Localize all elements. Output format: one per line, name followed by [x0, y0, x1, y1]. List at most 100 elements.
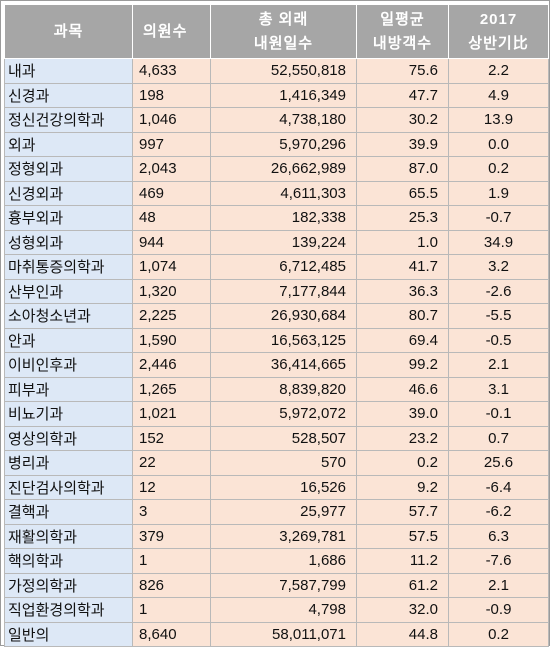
cell-change: -6.2: [448, 499, 549, 525]
cell-total-visits: 5,970,296: [210, 131, 357, 157]
cell-daily-average: 57.7: [356, 499, 449, 525]
cell-subject: 정형외과: [4, 156, 133, 182]
cell-daily-average: 41.7: [356, 254, 449, 280]
table-row: 결핵과 3 25,977 57.7 -6.2: [4, 499, 549, 525]
cell-change: 0.2: [448, 621, 549, 647]
cell-change: 3.1: [448, 376, 549, 402]
cell-clinics: 944: [132, 229, 211, 255]
table-row: 비뇨기과 1,021 5,972,072 39.0 -0.1: [4, 401, 549, 427]
table-row: 재활의학과 379 3,269,781 57.5 6.3: [4, 523, 549, 549]
table-row: 이비인후과 2,446 36,414,665 99.2 2.1: [4, 352, 549, 378]
outpatient-stats-table: 과목 의원수 총 외래 내원일수 일평균 내방객수 2017 상반기比 내과 4,…: [4, 4, 549, 647]
table-row: 신경외과 469 4,611,303 65.5 1.9: [4, 180, 549, 206]
cell-subject: 산부인과: [4, 278, 133, 304]
cell-clinics: 3: [132, 499, 211, 525]
cell-total-visits: 3,269,781: [210, 523, 357, 549]
cell-clinics: 48: [132, 205, 211, 231]
cell-subject: 외과: [4, 131, 133, 157]
cell-clinics: 152: [132, 425, 211, 451]
cell-subject: 피부과: [4, 376, 133, 402]
header-row: 과목 의원수 총 외래 내원일수 일평균 내방객수 2017 상반기比: [4, 4, 549, 59]
cell-change: -2.6: [448, 278, 549, 304]
cell-change: 4.9: [448, 82, 549, 108]
cell-change: 34.9: [448, 229, 549, 255]
table-row: 안과 1,590 16,563,125 69.4 -0.5: [4, 327, 549, 353]
table-row: 직업환경의학과 1 4,798 32.0 -0.9: [4, 597, 549, 623]
cell-change: 0.2: [448, 156, 549, 182]
cell-clinics: 469: [132, 180, 211, 206]
cell-subject: 소아청소년과: [4, 303, 133, 329]
cell-clinics: 1,590: [132, 327, 211, 353]
cell-change: 6.3: [448, 523, 549, 549]
header-total-visits-line2: 내원일수: [253, 34, 314, 52]
table-row: 마취통증의학과 1,074 6,712,485 41.7 3.2: [4, 254, 549, 280]
cell-daily-average: 57.5: [356, 523, 449, 549]
cell-clinics: 1: [132, 548, 211, 574]
cell-subject: 가정의학과: [4, 572, 133, 598]
cell-daily-average: 99.2: [356, 352, 449, 378]
table-body: 내과 4,633 52,550,818 75.6 2.2 신경과 198 1,416,349 4…: [4, 58, 549, 647]
cell-daily-average: 75.6: [356, 58, 449, 84]
cell-change: -0.5: [448, 327, 549, 353]
cell-total-visits: 139,224: [210, 229, 357, 255]
cell-change: 2.1: [448, 352, 549, 378]
cell-subject: 영상의학과: [4, 425, 133, 451]
cell-subject: 직업환경의학과: [4, 597, 133, 623]
cell-subject: 병리과: [4, 450, 133, 476]
cell-daily-average: 61.2: [356, 572, 449, 598]
cell-clinics: 8,640: [132, 621, 211, 647]
table-row: 내과 4,633 52,550,818 75.6 2.2: [4, 58, 549, 84]
header-change-line2: 상반기比: [468, 34, 529, 52]
header-total-visits-line1: 총 외래: [258, 10, 309, 28]
header-subject: 과목: [4, 4, 133, 59]
cell-total-visits: 4,798: [210, 597, 357, 623]
cell-clinics: 198: [132, 82, 211, 108]
table-row: 외과 997 5,970,296 39.9 0.0: [4, 131, 549, 157]
cell-change: 0.0: [448, 131, 549, 157]
cell-subject: 이비인후과: [4, 352, 133, 378]
cell-daily-average: 25.3: [356, 205, 449, 231]
cell-change: -0.7: [448, 205, 549, 231]
cell-clinics: 22: [132, 450, 211, 476]
cell-total-visits: 4,611,303: [210, 180, 357, 206]
table-row: 신경과 198 1,416,349 47.7 4.9: [4, 82, 549, 108]
table-row: 영상의학과 152 528,507 23.2 0.7: [4, 425, 549, 451]
table-row: 흉부외과 48 182,338 25.3 -0.7: [4, 205, 549, 231]
header-daily-average-line2: 내방객수: [372, 34, 433, 52]
cell-daily-average: 9.2: [356, 474, 449, 500]
header-total-visits: 총 외래 내원일수: [210, 4, 357, 59]
cell-clinics: 1,021: [132, 401, 211, 427]
cell-daily-average: 11.2: [356, 548, 449, 574]
cell-clinics: 1,320: [132, 278, 211, 304]
cell-daily-average: 44.8: [356, 621, 449, 647]
cell-subject: 내과: [4, 58, 133, 84]
table-row: 산부인과 1,320 7,177,844 36.3 -2.6: [4, 278, 549, 304]
cell-subject: 결핵과: [4, 499, 133, 525]
cell-clinics: 379: [132, 523, 211, 549]
cell-daily-average: 80.7: [356, 303, 449, 329]
cell-total-visits: 26,662,989: [210, 156, 357, 182]
cell-clinics: 1,074: [132, 254, 211, 280]
cell-clinics: 997: [132, 131, 211, 157]
cell-total-visits: 528,507: [210, 425, 357, 451]
cell-change: -0.1: [448, 401, 549, 427]
cell-clinics: 2,446: [132, 352, 211, 378]
cell-total-visits: 36,414,665: [210, 352, 357, 378]
table-row: 핵의학과 1 1,686 11.2 -7.6: [4, 548, 549, 574]
cell-subject: 재활의학과: [4, 523, 133, 549]
cell-daily-average: 39.9: [356, 131, 449, 157]
cell-daily-average: 32.0: [356, 597, 449, 623]
table-row: 피부과 1,265 8,839,820 46.6 3.1: [4, 376, 549, 402]
cell-subject: 안과: [4, 327, 133, 353]
cell-total-visits: 182,338: [210, 205, 357, 231]
header-clinics: 의원수: [132, 4, 211, 59]
cell-total-visits: 1,416,349: [210, 82, 357, 108]
table-row: 정형외과 2,043 26,662,989 87.0 0.2: [4, 156, 549, 182]
cell-clinics: 2,043: [132, 156, 211, 182]
cell-total-visits: 58,011,071: [210, 621, 357, 647]
header-daily-average: 일평균 내방객수: [356, 4, 449, 59]
cell-change: 2.2: [448, 58, 549, 84]
cell-subject: 신경과: [4, 82, 133, 108]
cell-subject: 핵의학과: [4, 548, 133, 574]
